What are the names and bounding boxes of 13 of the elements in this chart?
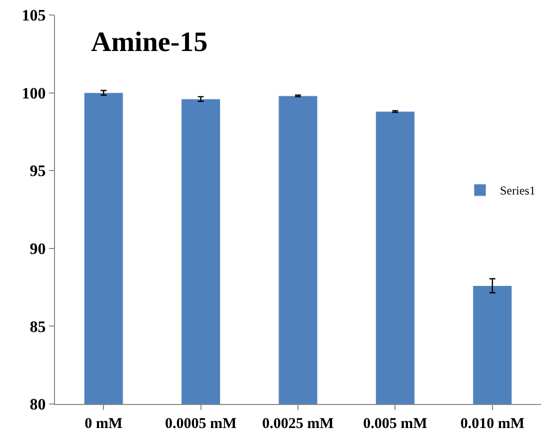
y-tick-label: 95 xyxy=(30,163,46,180)
y-tick-label: 90 xyxy=(30,241,46,258)
chart-title: Amine-15 xyxy=(91,27,208,58)
x-tick-label: 0.010 mM xyxy=(460,416,524,432)
x-tick-label: 0.005 mM xyxy=(363,416,428,432)
y-tick-label: 85 xyxy=(30,318,46,336)
y-tick-label: 105 xyxy=(22,8,46,25)
x-tick-label: 0 mM xyxy=(84,416,123,432)
x-tick-label: 0.0025 mM xyxy=(262,416,334,432)
y-tick-label: 100 xyxy=(22,85,46,102)
legend-label: Series1 xyxy=(500,184,536,198)
x-tick-label: 0.0005 mM xyxy=(164,416,237,432)
y-tick-label: 80 xyxy=(30,396,46,414)
